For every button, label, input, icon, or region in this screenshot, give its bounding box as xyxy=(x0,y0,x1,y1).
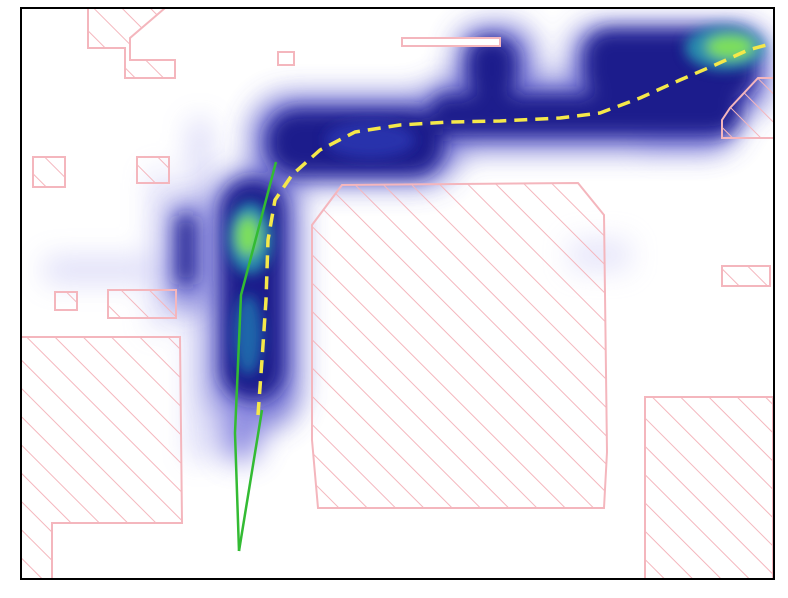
obstacle-bottom-left xyxy=(21,336,184,579)
obstacle-left-square-2 xyxy=(136,156,170,184)
obstacle-small-top xyxy=(277,51,295,66)
obstacle-right-small xyxy=(721,265,771,287)
obstacle-top-right-corner xyxy=(721,77,774,139)
obstacle-top-left xyxy=(87,8,176,79)
ground-truth-path-return xyxy=(237,409,264,552)
map-frame xyxy=(20,7,775,580)
ground-truth-path xyxy=(233,161,278,552)
obstacle-mid-left xyxy=(107,289,177,319)
obstacle-left-square-1 xyxy=(32,156,66,188)
obstacle-small-left xyxy=(54,291,78,311)
obstacle-bottom-right xyxy=(644,396,774,579)
predicted-path xyxy=(256,42,771,416)
obstacles xyxy=(21,8,774,579)
obstacle-central-building xyxy=(311,181,609,509)
obstacle-bar-top xyxy=(401,37,501,47)
